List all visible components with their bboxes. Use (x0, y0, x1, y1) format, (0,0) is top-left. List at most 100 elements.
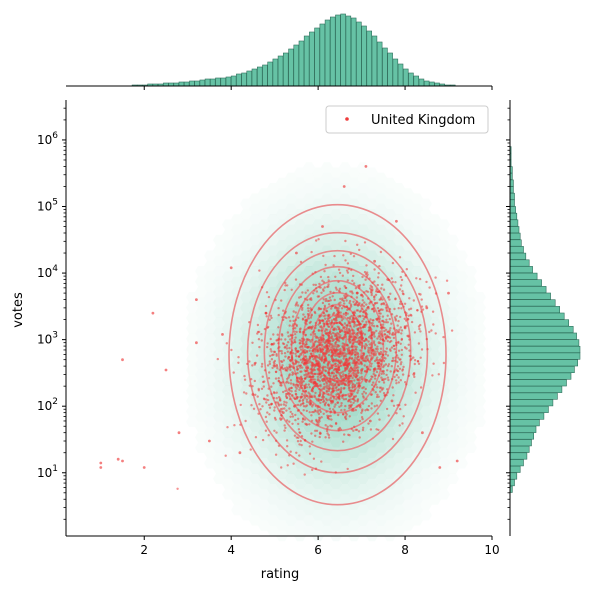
scatter-point (369, 287, 372, 290)
scatter-point (349, 303, 353, 306)
scatter-point (266, 364, 270, 367)
scatter-point (358, 286, 361, 290)
scatter-point (360, 342, 364, 345)
scatter-point (250, 404, 253, 407)
scatter-point (386, 391, 389, 394)
hexbin-cell (429, 234, 441, 246)
scatter-point (417, 342, 421, 345)
x-tick-label: 10 (484, 543, 499, 557)
hexbin-cell (231, 349, 243, 360)
marginal-y-bar (509, 412, 545, 420)
hexbin-cell (213, 411, 225, 422)
scatter-point (353, 359, 356, 362)
scatter-point (387, 364, 390, 368)
scatter-point (268, 371, 271, 374)
scatter-point (399, 363, 402, 366)
hexbin-cell (222, 240, 234, 251)
scatter-point (370, 293, 373, 297)
hexbin-cell (303, 255, 315, 267)
scatter-point (307, 401, 311, 404)
scatter-point (382, 365, 385, 369)
scatter-point (352, 401, 355, 404)
scatter-point (406, 318, 410, 321)
hexbin-cell (456, 427, 468, 438)
scatter-point (99, 461, 103, 465)
scatter-point (330, 336, 333, 339)
scatter-point (347, 359, 350, 362)
marginal-x-bar (194, 80, 200, 87)
scatter-point (294, 372, 297, 376)
scatter-point (401, 290, 404, 293)
kde-contour (246, 231, 429, 474)
scatter-point (286, 377, 289, 381)
scatter-point (314, 357, 317, 360)
scatter-point (270, 392, 273, 396)
scatter-point (121, 459, 124, 463)
hexbin-cell (285, 203, 297, 215)
scatter-point (373, 259, 376, 263)
scatter-point (269, 354, 272, 358)
y-tick-label: 102 (37, 397, 58, 413)
hexbin-cell (258, 447, 270, 459)
hexbin-cell (429, 484, 441, 495)
scatter-point (376, 412, 380, 415)
scatter-point (381, 370, 385, 373)
scatter-point (290, 390, 293, 393)
hexbin-cell (321, 214, 333, 225)
scatter-point (352, 397, 355, 400)
scatter-point (350, 427, 353, 431)
hexbin-cell (411, 214, 423, 225)
scatter-point (313, 289, 316, 292)
scatter-point (359, 326, 363, 330)
scatter-point (305, 400, 309, 403)
scatter-point (400, 361, 403, 364)
scatter-point (318, 416, 321, 419)
scatter-point (272, 382, 275, 385)
scatter-point (253, 379, 256, 383)
scatter-point (324, 436, 327, 439)
scatter-point (305, 319, 308, 322)
hexbin-cell (249, 349, 261, 360)
scatter-point (375, 428, 378, 431)
hexbin-cell (213, 432, 225, 443)
scatter-point (285, 439, 289, 442)
scatter-point (352, 316, 355, 319)
scatter-point (344, 332, 347, 336)
scatter-point (253, 362, 256, 365)
hexbin-cell (267, 203, 279, 215)
hexbin-cell (330, 292, 342, 303)
scatter-point (340, 409, 343, 412)
marginal-x-bar (293, 44, 299, 87)
hexbin-cell (438, 260, 450, 272)
scatter-point (302, 337, 305, 341)
scatter-point (250, 378, 253, 381)
hexbin-cell (393, 203, 405, 215)
scatter-point (361, 326, 365, 329)
hexbin-cell (366, 520, 378, 531)
scatter-point (270, 358, 274, 361)
scatter-point (343, 296, 346, 300)
scatter-point (307, 391, 310, 394)
hexbin-cell (447, 286, 459, 298)
scatter-point (324, 297, 328, 301)
scatter-point (116, 457, 120, 461)
scatter-point (356, 243, 359, 246)
hexbin-cell (321, 193, 333, 204)
scatter-point (398, 424, 401, 427)
scatter-point (270, 316, 273, 320)
scatter-point (295, 380, 299, 383)
scatter-point (282, 318, 285, 322)
hexbin-cell (402, 292, 414, 303)
scatter-point (298, 346, 302, 349)
hexbin-cell (240, 489, 252, 500)
scatter-point (355, 324, 358, 327)
scatter-point (269, 403, 273, 406)
scatter-point (331, 295, 334, 298)
scatter-point (341, 274, 344, 277)
scatter-point (299, 260, 303, 264)
scatter-point (277, 396, 281, 399)
scatter-point (338, 321, 341, 324)
scatter-point (326, 322, 329, 325)
hexbin-cell (222, 250, 234, 261)
hexbin-cell (438, 385, 450, 396)
